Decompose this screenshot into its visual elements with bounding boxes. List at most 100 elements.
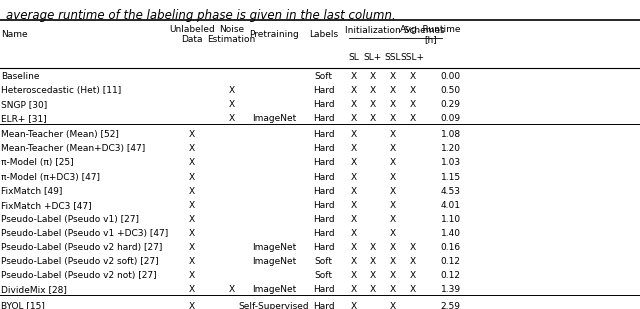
Text: X: X (351, 302, 357, 309)
Text: X: X (228, 86, 235, 95)
Text: X: X (351, 72, 357, 81)
Text: X: X (351, 243, 357, 252)
Text: 0.00: 0.00 (441, 72, 461, 81)
Text: X: X (189, 144, 195, 153)
Text: Unlabeled
Data: Unlabeled Data (169, 25, 215, 44)
Text: X: X (189, 159, 195, 167)
Text: 4.01: 4.01 (441, 201, 461, 210)
Text: X: X (389, 144, 396, 153)
Text: X: X (389, 271, 396, 280)
Text: X: X (389, 229, 396, 238)
Text: X: X (410, 86, 416, 95)
Text: Mean-Teacher (Mean) [52]: Mean-Teacher (Mean) [52] (1, 130, 119, 139)
Text: X: X (228, 285, 235, 294)
Text: Hard: Hard (313, 243, 335, 252)
Text: 2.59: 2.59 (441, 302, 461, 309)
Text: Pseudo-Label (Pseudo v1) [27]: Pseudo-Label (Pseudo v1) [27] (1, 215, 140, 224)
Text: 4.53: 4.53 (441, 187, 461, 196)
Text: X: X (351, 114, 357, 123)
Text: X: X (351, 285, 357, 294)
Text: X: X (369, 72, 376, 81)
Text: Hard: Hard (313, 159, 335, 167)
Text: 1.20: 1.20 (441, 144, 461, 153)
Text: ImageNet: ImageNet (252, 285, 296, 294)
Text: X: X (369, 285, 376, 294)
Text: Pretraining: Pretraining (249, 30, 299, 39)
Text: X: X (351, 130, 357, 139)
Text: X: X (189, 215, 195, 224)
Text: 0.29: 0.29 (441, 100, 461, 109)
Text: X: X (389, 257, 396, 266)
Text: 1.03: 1.03 (441, 159, 461, 167)
Text: X: X (189, 229, 195, 238)
Text: Hard: Hard (313, 215, 335, 224)
Text: Hard: Hard (313, 172, 335, 181)
Text: X: X (351, 215, 357, 224)
Text: X: X (369, 86, 376, 95)
Text: Noise
Estimation: Noise Estimation (207, 25, 256, 44)
Text: FixMatch +DC3 [47]: FixMatch +DC3 [47] (1, 201, 92, 210)
Text: Pseudo-Label (Pseudo v2 not) [27]: Pseudo-Label (Pseudo v2 not) [27] (1, 271, 157, 280)
Text: Pseudo-Label (Pseudo v2 soft) [27]: Pseudo-Label (Pseudo v2 soft) [27] (1, 257, 159, 266)
Text: SSL: SSL (384, 53, 401, 62)
Text: X: X (389, 302, 396, 309)
Text: X: X (369, 100, 376, 109)
Text: X: X (351, 229, 357, 238)
Text: Self-Supervised: Self-Supervised (239, 302, 309, 309)
Text: X: X (410, 100, 416, 109)
Text: π-Model (π+DC3) [47]: π-Model (π+DC3) [47] (1, 172, 100, 181)
Text: X: X (410, 114, 416, 123)
Text: X: X (189, 130, 195, 139)
Text: X: X (410, 72, 416, 81)
Text: Pseudo-Label (Pseudo v1 +DC3) [47]: Pseudo-Label (Pseudo v1 +DC3) [47] (1, 229, 168, 238)
Text: 0.16: 0.16 (441, 243, 461, 252)
Text: 0.12: 0.12 (441, 257, 461, 266)
Text: X: X (389, 215, 396, 224)
Text: ImageNet: ImageNet (252, 257, 296, 266)
Text: Soft: Soft (315, 271, 333, 280)
Text: Labels: Labels (309, 30, 339, 39)
Text: X: X (351, 271, 357, 280)
Text: X: X (351, 159, 357, 167)
Text: X: X (351, 187, 357, 196)
Text: Baseline: Baseline (1, 72, 40, 81)
Text: Initialization Schemes: Initialization Schemes (346, 26, 445, 35)
Text: X: X (351, 144, 357, 153)
Text: X: X (389, 285, 396, 294)
Text: Hard: Hard (313, 201, 335, 210)
Text: X: X (410, 257, 416, 266)
Text: Hard: Hard (313, 229, 335, 238)
Text: X: X (189, 243, 195, 252)
Text: Hard: Hard (313, 187, 335, 196)
Text: X: X (189, 285, 195, 294)
Text: Hard: Hard (313, 144, 335, 153)
Text: Hard: Hard (313, 130, 335, 139)
Text: X: X (410, 285, 416, 294)
Text: Mean-Teacher (Mean+DC3) [47]: Mean-Teacher (Mean+DC3) [47] (1, 144, 145, 153)
Text: SNGP [30]: SNGP [30] (1, 100, 47, 109)
Text: X: X (369, 243, 376, 252)
Text: 1.10: 1.10 (441, 215, 461, 224)
Text: 1.40: 1.40 (441, 229, 461, 238)
Text: X: X (389, 172, 396, 181)
Text: X: X (389, 72, 396, 81)
Text: Hard: Hard (313, 100, 335, 109)
Text: SSL+: SSL+ (401, 53, 425, 62)
Text: X: X (389, 100, 396, 109)
Text: 0.12: 0.12 (441, 271, 461, 280)
Text: Hard: Hard (313, 114, 335, 123)
Text: 1.39: 1.39 (441, 285, 461, 294)
Text: X: X (189, 257, 195, 266)
Text: X: X (389, 86, 396, 95)
Text: X: X (189, 302, 195, 309)
Text: X: X (189, 172, 195, 181)
Text: X: X (351, 257, 357, 266)
Text: X: X (189, 187, 195, 196)
Text: X: X (228, 100, 235, 109)
Text: X: X (389, 201, 396, 210)
Text: X: X (228, 114, 235, 123)
Text: ELR+ [31]: ELR+ [31] (1, 114, 47, 123)
Text: Avg. Runtime
[h]: Avg. Runtime [h] (400, 25, 461, 44)
Text: Name: Name (1, 30, 28, 39)
Text: SL: SL (349, 53, 359, 62)
